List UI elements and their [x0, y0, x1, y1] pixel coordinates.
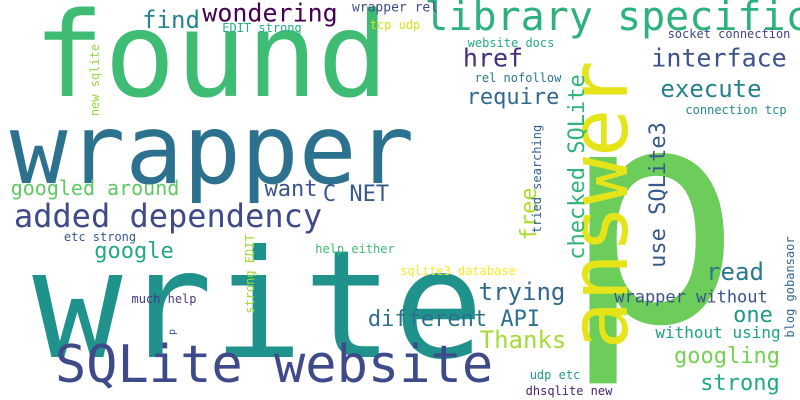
word: much help	[131, 292, 197, 306]
word: trying	[478, 278, 566, 306]
word: google	[94, 239, 174, 264]
word: SQLite website	[54, 335, 494, 395]
word: tried searching	[530, 124, 544, 234]
word: strong	[700, 371, 780, 396]
word: library specific	[424, 0, 800, 40]
word: C NET	[322, 182, 390, 207]
word: new sqlite	[88, 43, 102, 117]
word: p	[167, 328, 178, 336]
word: checked SQLite	[565, 74, 590, 260]
word: googled around	[10, 176, 180, 200]
word: without using	[655, 323, 781, 342]
word: different API	[367, 307, 541, 332]
word: Thanks	[479, 326, 567, 354]
word: p	[561, 43, 743, 392]
word: blog gobansaor	[783, 236, 797, 338]
word: found	[33, 0, 389, 124]
word: added dependency	[13, 197, 323, 235]
word: connection tcp	[685, 103, 787, 117]
word: interface	[651, 43, 787, 73]
word: execute	[660, 75, 762, 103]
word: one	[733, 303, 773, 328]
word: website docs	[467, 36, 555, 50]
word: help either	[315, 242, 395, 256]
word: strong EDIT	[243, 234, 257, 314]
word: tcp udp	[369, 18, 421, 32]
word: find	[142, 6, 200, 34]
word: wrapper without	[614, 287, 768, 308]
word: googling	[674, 344, 780, 369]
word: write	[32, 219, 484, 393]
word: udp etc	[529, 368, 581, 382]
word: sqlite3 database	[400, 264, 516, 278]
word: rel nofollow	[474, 71, 562, 85]
word: wrapper	[9, 94, 415, 206]
word: require	[466, 85, 560, 110]
word: dhsqlite new	[525, 384, 613, 398]
word: etc strong	[63, 230, 137, 244]
word: read	[706, 258, 764, 286]
word: href	[462, 43, 524, 73]
word: socket connection	[667, 27, 791, 41]
word: wrapper rel	[351, 0, 439, 16]
word: wondering	[202, 0, 338, 28]
word: use SQLite3	[646, 122, 671, 268]
word: want	[264, 177, 318, 202]
word: EDIT strong	[222, 21, 302, 35]
